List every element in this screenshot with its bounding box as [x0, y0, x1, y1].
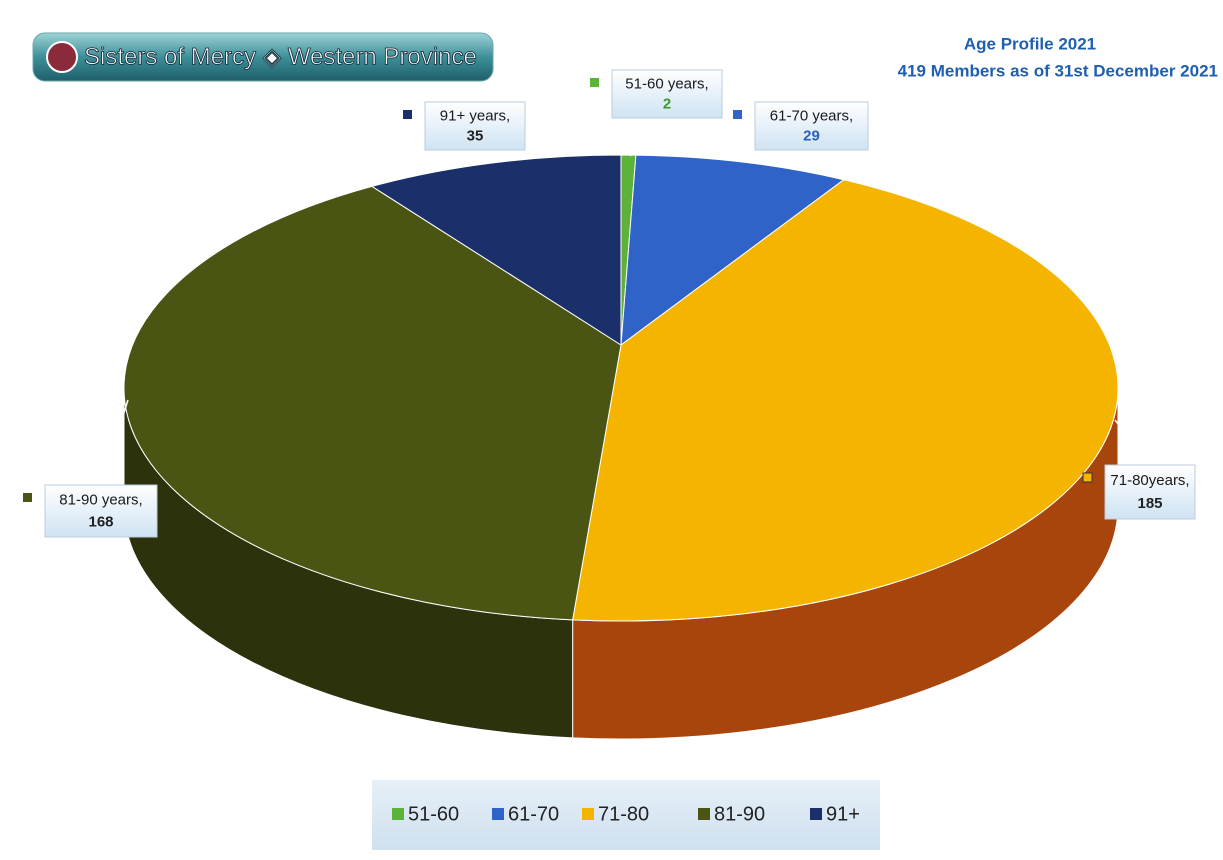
- logo-banner: [32, 32, 494, 82]
- data-label-key: [590, 78, 599, 87]
- legend-label: 71-80: [598, 803, 649, 825]
- data-label-value: 185: [1137, 495, 1162, 512]
- legend-label: 81-90: [714, 803, 765, 825]
- chart-subtitle: 419 Members as of 31st December 2021: [898, 61, 1218, 80]
- data-label-name: 91+ years,: [440, 107, 510, 124]
- legend-swatch: [698, 808, 710, 820]
- leader-line: [100, 399, 129, 486]
- data-label-value: 35: [467, 128, 484, 145]
- legend-label: 61-70: [508, 803, 559, 825]
- pie-slice: [123, 185, 622, 621]
- leader-line: [724, 149, 756, 161]
- data-label-name: 61-70 years,: [770, 107, 853, 124]
- legend-swatch: [810, 808, 822, 820]
- data-label-key: [733, 110, 742, 119]
- leader-line: [1114, 419, 1151, 466]
- data-label-box: [44, 484, 158, 538]
- pie-slice: [572, 179, 1119, 622]
- data-label-name: 51-60 years,: [625, 75, 708, 92]
- data-label-name: 71-80years,: [1110, 472, 1189, 489]
- legend-swatch: [392, 808, 404, 820]
- legend-swatch: [582, 808, 594, 820]
- chart-title: Age Profile 2021: [964, 34, 1096, 53]
- data-label-value: 168: [88, 513, 113, 530]
- logo-icon: [46, 41, 78, 73]
- data-label-name: 81-90 years,: [59, 492, 142, 509]
- pie-slice: [370, 154, 622, 346]
- data-label-box: [611, 69, 723, 119]
- data-label-value: 2: [663, 96, 671, 113]
- logo-text: Sisters of Mercy ◈ Western Province: [84, 43, 477, 70]
- data-label-value: 29: [803, 128, 820, 145]
- legend-label: 51-60: [408, 803, 459, 825]
- data-label-key: [403, 110, 412, 119]
- legend-label: 91+: [826, 803, 860, 825]
- data-label-box: [1104, 464, 1196, 520]
- data-label-box: [754, 101, 869, 151]
- legend-box: [372, 780, 880, 850]
- leader-line: [629, 117, 668, 157]
- data-label-key: [1082, 472, 1093, 483]
- data-label-key: [23, 493, 32, 502]
- leader-line: [474, 149, 516, 161]
- pie-slice: [620, 154, 845, 347]
- data-label-box: [424, 101, 526, 151]
- legend-swatch: [492, 808, 504, 820]
